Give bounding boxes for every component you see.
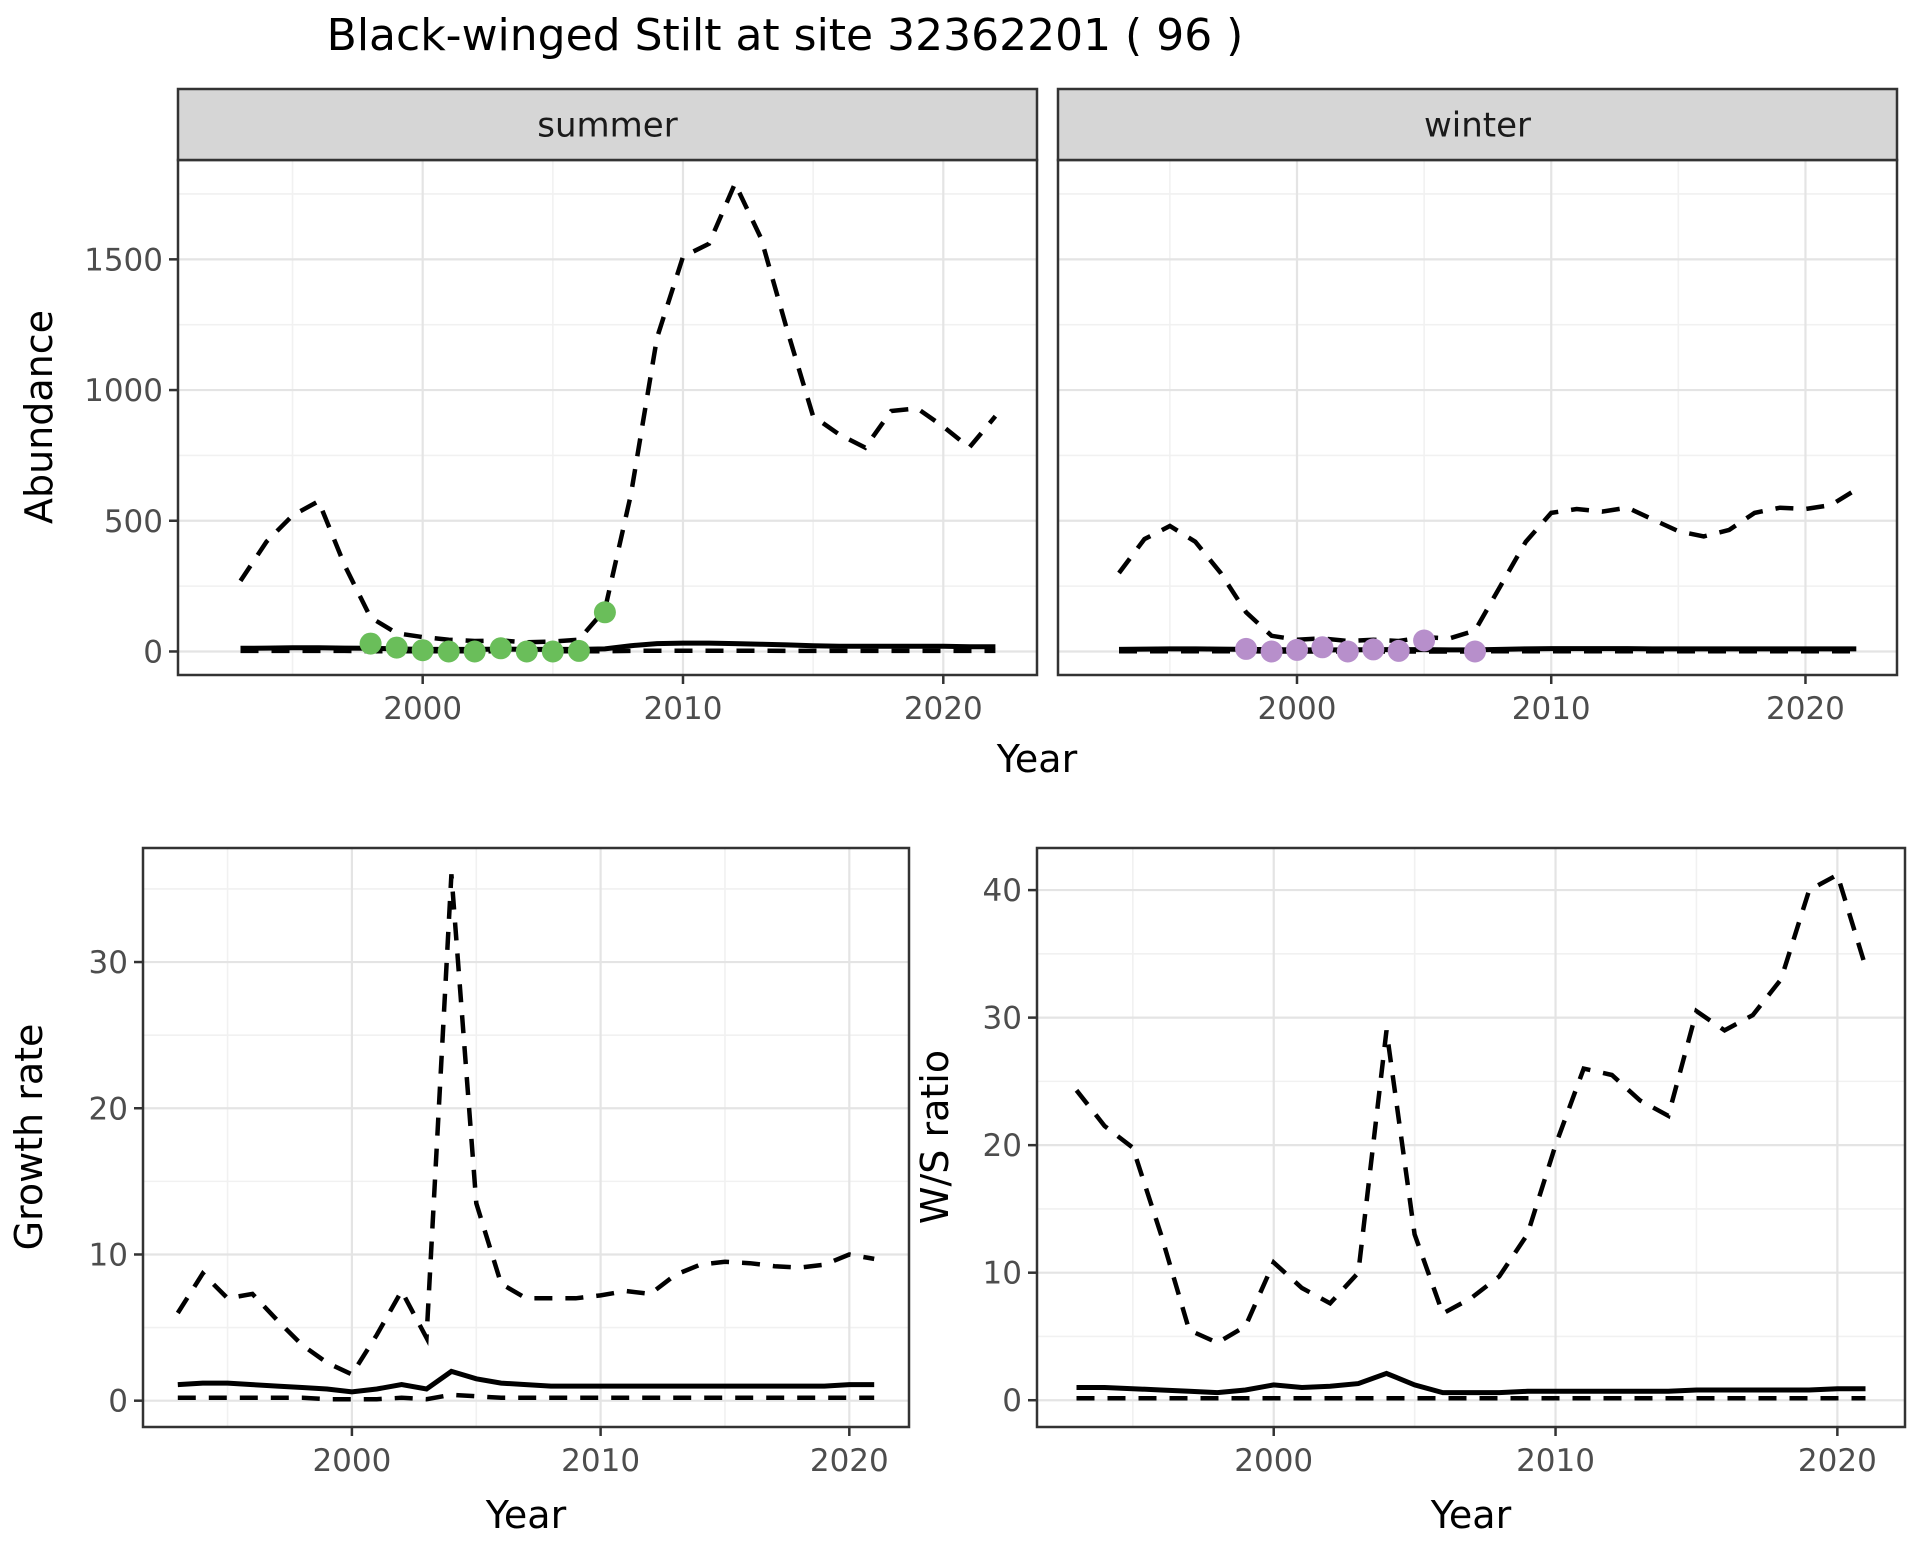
x-tick-label: 2020 (1766, 691, 1845, 727)
observed-counts-winter-point (1413, 629, 1436, 652)
y-tick-label: 10 (89, 1237, 128, 1273)
observed-counts-summer-point (515, 640, 538, 663)
y-tick-label: 20 (89, 1091, 128, 1127)
observed-counts-winter-point (1235, 637, 1258, 660)
x-tick-label: 2000 (312, 1443, 391, 1479)
x-tick-label: 2010 (644, 691, 723, 727)
observed-counts-winter-point (1286, 638, 1308, 661)
observed-counts-summer-point (359, 632, 382, 655)
y-tick-label: 1500 (84, 242, 163, 278)
observed-counts-summer-point (437, 640, 460, 663)
y-tick-label: 40 (983, 873, 1022, 909)
x-tick-label: 2010 (1516, 1443, 1595, 1479)
y-tick-label: 1000 (84, 373, 163, 409)
observed-counts-summer-point (541, 640, 564, 663)
panel-border (141, 846, 911, 1429)
y-tick-label: 30 (89, 945, 128, 981)
growth_rate-upper_ci-line (175, 874, 875, 1378)
y-tick-label: 10 (983, 1256, 1022, 1292)
facet-strip (1056, 87, 1899, 162)
growth_rate-mean-line (177, 1368, 875, 1395)
x-tick-label: 2000 (1258, 691, 1337, 727)
panel-background (178, 160, 1037, 675)
abundance-x-axis-title: Year (996, 737, 1078, 781)
abundance-upper_ci-line (238, 178, 998, 645)
observed-counts-winter-point (1362, 638, 1385, 661)
growth_rate-y-axis-title: Growth rate (7, 1024, 51, 1251)
x-tick-label: 2000 (383, 691, 462, 727)
abundance-panel-winter: winter 2000 2010 2020 (1056, 87, 1899, 727)
panel-background (1037, 848, 1905, 1427)
observed-counts-summer-point (463, 640, 486, 663)
x-tick-label: 2000 (1234, 1443, 1313, 1479)
observed-counts-winter-point (1260, 640, 1283, 663)
ws_ratio-x-axis-title: Year (1430, 1493, 1512, 1537)
ws_ratio-upper_ci-line (1074, 871, 1868, 1346)
abundance-upper_ci-line (1117, 487, 1858, 644)
y-tick-label: 0 (108, 1384, 128, 1420)
ws_ratio-panel-main: 2000 2010 2020 0 10 20 30 40 (983, 846, 1907, 1479)
growth_rate-lower_ci-line (177, 1392, 875, 1402)
y-tick-label: 0 (143, 634, 163, 670)
panel-border (1035, 846, 1907, 1429)
x-tick-label: 2010 (1512, 691, 1591, 727)
observed-counts-winter-point (1464, 640, 1486, 663)
x-tick-label: 2020 (904, 691, 983, 727)
y-tick-label: 0 (1002, 1383, 1022, 1419)
facet-strip-label: winter (1424, 106, 1531, 146)
observed-counts-winter-point (1336, 640, 1359, 663)
growth_rate-x-axis-title: Year (485, 1493, 567, 1537)
panel-background (1058, 160, 1897, 675)
ws_ratio-mean-line (1076, 1370, 1866, 1396)
observed-counts-summer-point (489, 637, 512, 660)
x-tick-label: 2020 (1798, 1443, 1877, 1479)
plot-title: Black-winged Stilt at site 32362201 ( 96… (327, 10, 1244, 61)
y-tick-label: 500 (104, 504, 163, 540)
growth_rate-panel-main: 2000 2010 2020 0 10 20 30 (89, 846, 911, 1479)
observed-counts-summer-point (567, 639, 590, 662)
observed-counts-summer-point (385, 636, 408, 659)
observed-counts-summer-point (593, 601, 616, 624)
ws_ratio-y-axis-title: W/S ratio (913, 1050, 957, 1224)
abundance-panel-summer: summer 2000 2010 2020 0 500 1000 1500 (84, 87, 1039, 727)
y-tick-label: 20 (983, 1128, 1022, 1164)
y-tick-label: 30 (983, 1001, 1022, 1037)
x-tick-label: 2020 (810, 1443, 889, 1479)
abundance-y-axis-title: Abundance (17, 310, 61, 524)
panel-background (143, 848, 909, 1427)
facet-strip (176, 87, 1039, 162)
facet-strip-label: summer (537, 106, 677, 146)
observed-counts-summer-point (411, 639, 434, 662)
observed-counts-winter-point (1311, 636, 1334, 659)
observed-counts-winter-point (1387, 639, 1410, 662)
x-tick-label: 2010 (561, 1443, 640, 1479)
